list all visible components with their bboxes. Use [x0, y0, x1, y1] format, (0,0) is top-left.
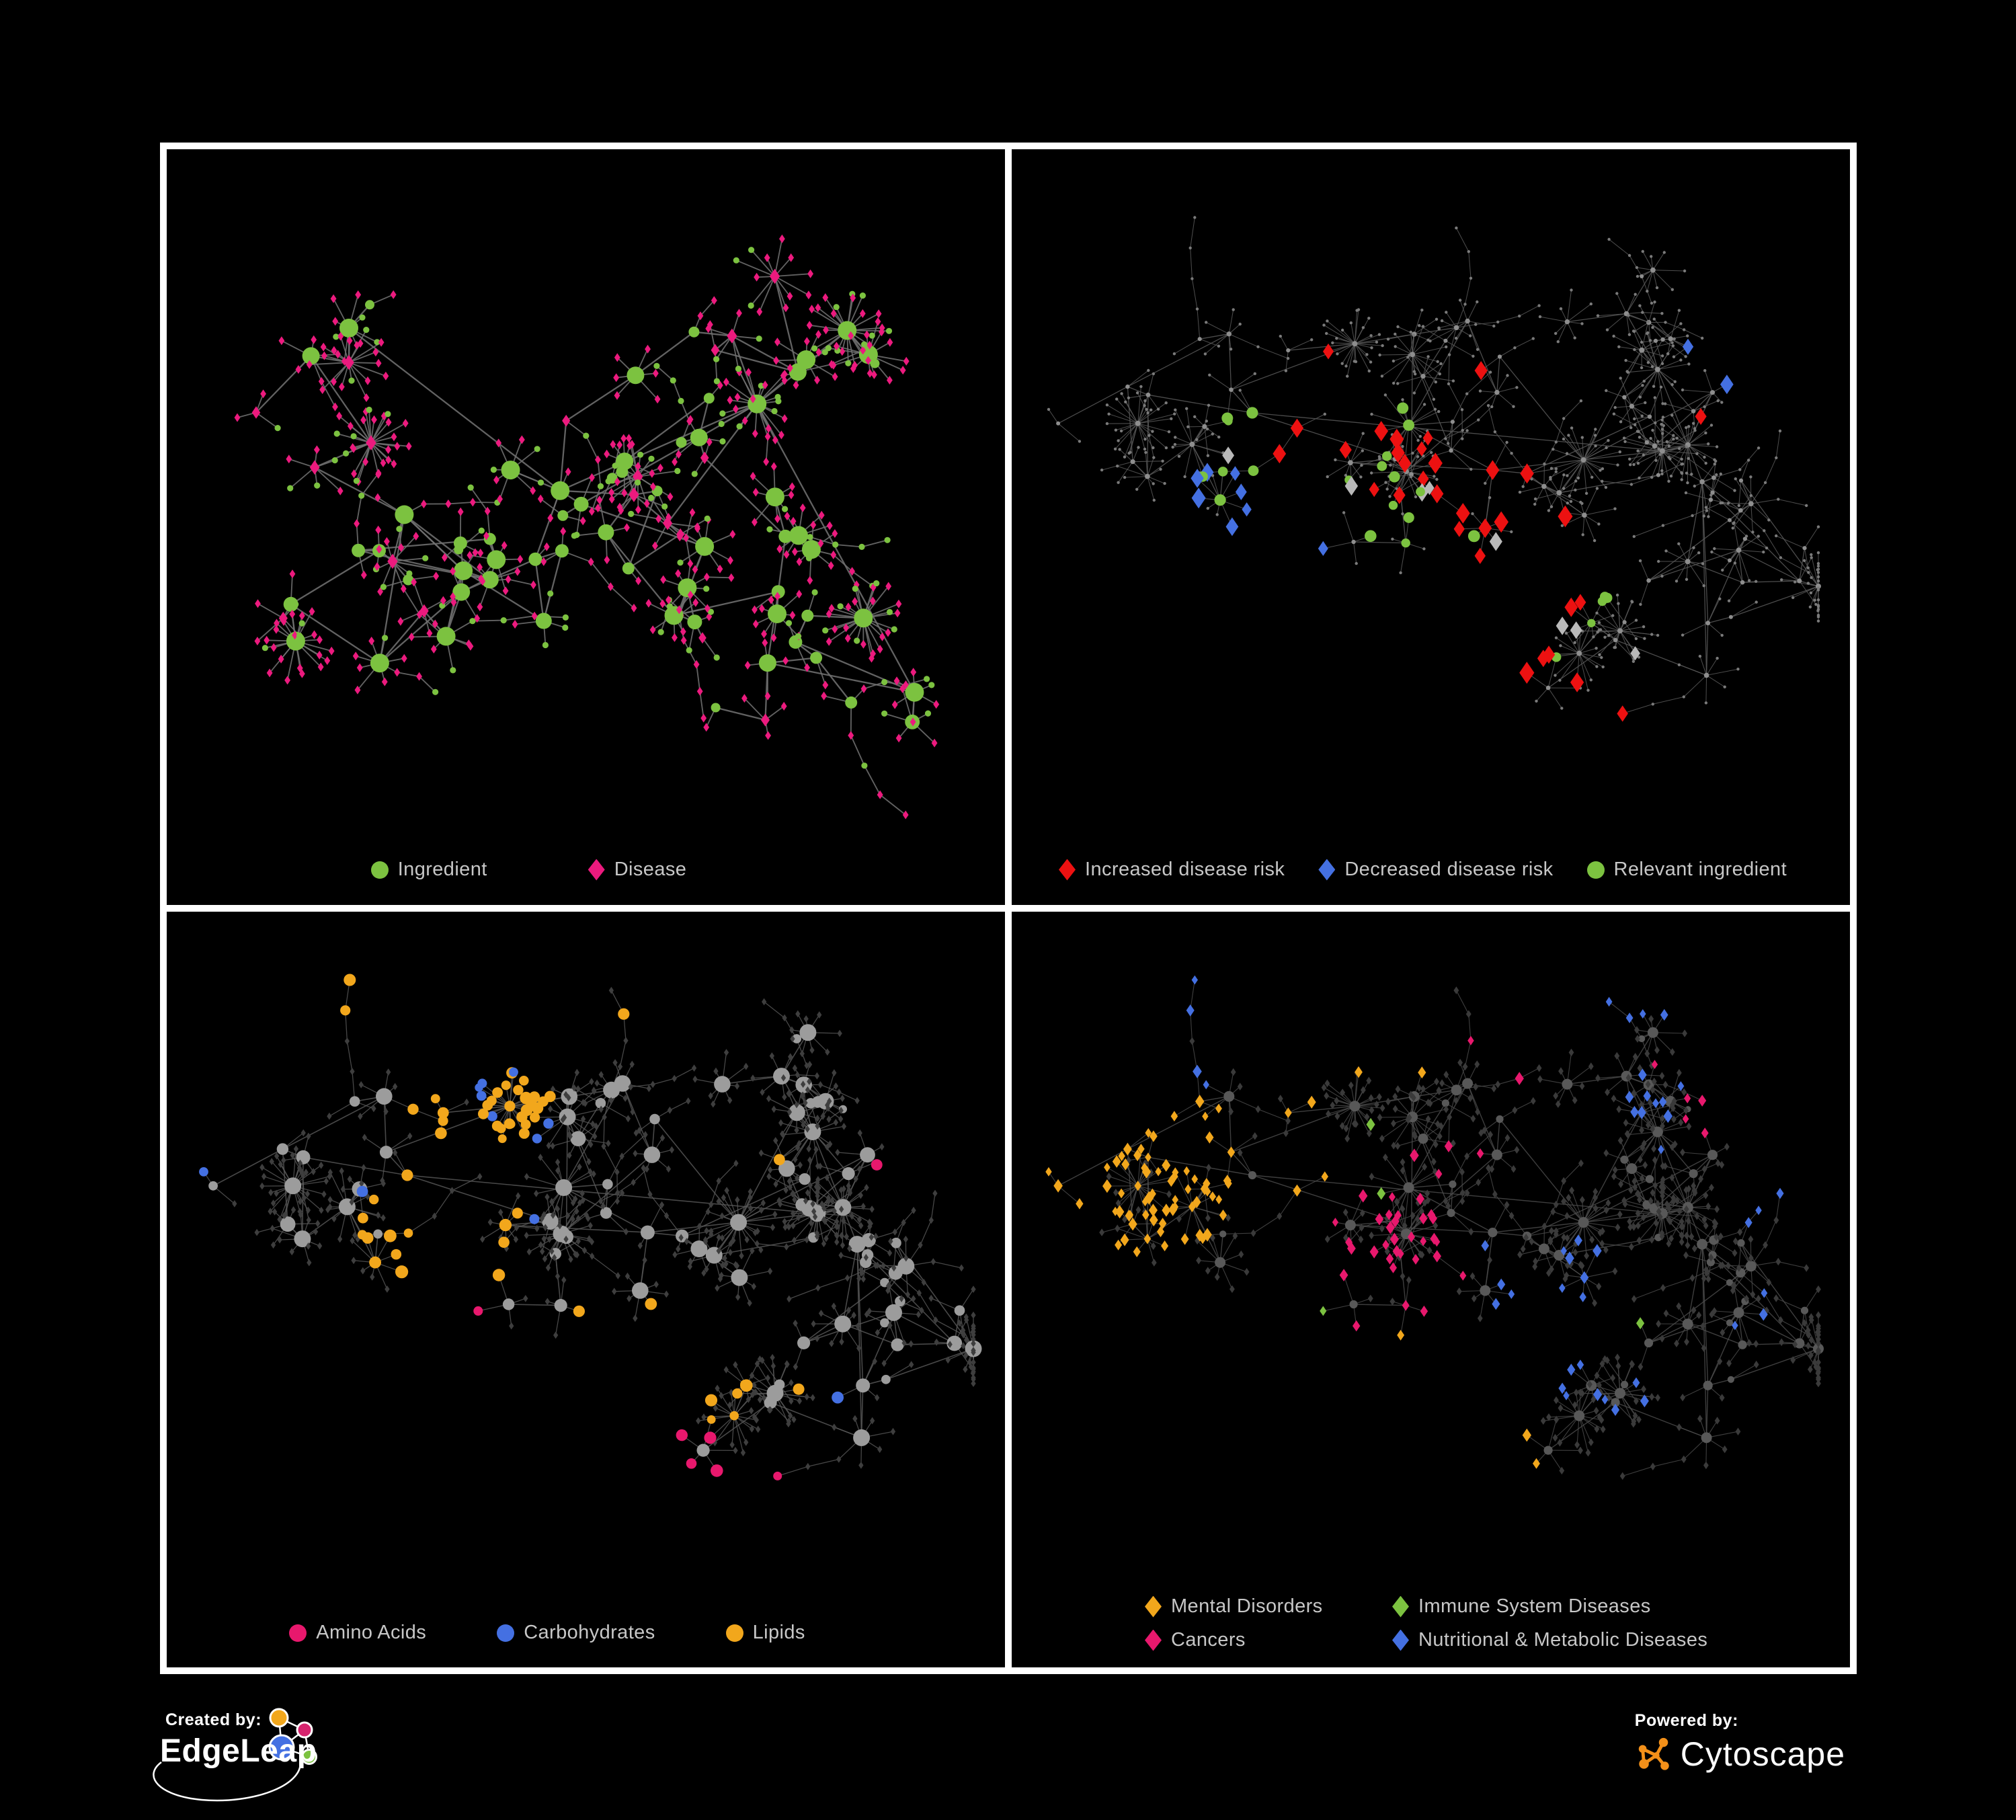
cytoscape-wordmark: Cytoscape [1680, 1735, 1845, 1773]
cytoscape-icon [1638, 1737, 1669, 1770]
legend-item-cancers: Cancers [1145, 1629, 1392, 1651]
legend-symbol-diamond [1145, 1629, 1162, 1651]
legend-item-label: Decreased disease risk [1344, 859, 1554, 880]
legend-symbol-circle [497, 1624, 515, 1642]
legend-item-label: Increased disease risk [1085, 859, 1285, 880]
panel-nutrients: Amino Acids Carbohydrates Lipids [167, 912, 1005, 1667]
legend-symbol-diamond [1145, 1595, 1162, 1618]
legend-item-carbohydrates: Carbohydrates [497, 1622, 655, 1644]
network-disease-risk [1047, 216, 1821, 722]
legend-item-label: Cancers [1171, 1629, 1246, 1651]
legend-item-ingredient: Ingredient [370, 859, 487, 881]
legend-item-label: Immune System Diseases [1418, 1595, 1651, 1617]
legend-item-amino-acids: Amino Acids [289, 1622, 426, 1644]
legend-disease-classes: Mental Disorders Immune System Diseases Ca… [1012, 1595, 1850, 1651]
legend-item-lipids: Lipids [725, 1622, 805, 1644]
legend-item-label: Relevant ingredient [1613, 859, 1787, 880]
legend-symbol-diamond [1059, 859, 1076, 881]
edgeleap-logo: Created by: EdgeLeap [153, 1708, 317, 1802]
edgeleap-glyph [268, 1708, 317, 1765]
edgeleap-swoosh [153, 1758, 302, 1802]
legend-item-mental-disorders: Mental Disorders [1145, 1595, 1392, 1618]
panel-disease-risk: Increased disease risk Decreased disease … [1012, 149, 1850, 905]
network-disease-classes [1045, 975, 1824, 1480]
panel-disease-classes: Mental Disorders Immune System Diseases Ca… [1012, 912, 1850, 1667]
legend-symbol-circle [370, 861, 389, 879]
legend-item-label: Ingredient [397, 859, 487, 880]
cytoscape-brand: Powered by: Cytoscape [1635, 1711, 1845, 1774]
legend-symbol-diamond [1392, 1595, 1409, 1618]
legend-symbol-diamond [1318, 859, 1336, 881]
legend-item-decreased-disease-risk: Decreased disease risk [1318, 859, 1553, 881]
legend-ingredient-disease: Ingredient Disease [167, 859, 1005, 881]
panel-ingredient-disease: Ingredient Disease [167, 149, 1005, 905]
legend-item-label: Carbohydrates [524, 1622, 655, 1643]
legend-nutrients: Amino Acids Carbohydrates Lipids [167, 1622, 1005, 1644]
legend-item-disease: Disease [588, 859, 687, 881]
legend-item-label: Mental Disorders [1171, 1595, 1323, 1617]
legend-item-immune-system-diseases: Immune System Diseases [1392, 1595, 1707, 1618]
panels-grid: Ingredient Disease Increased disease risk… [160, 143, 1857, 1674]
powered-by-label: Powered by: [1634, 1711, 1738, 1730]
edgeleap-wordmark: EdgeLeap [160, 1733, 317, 1769]
legend-item-increased-disease-risk: Increased disease risk [1059, 859, 1285, 881]
network-nutrients [199, 974, 982, 1480]
legend-item-label: Amino Acids [316, 1622, 427, 1643]
legend-symbol-circle [289, 1624, 307, 1642]
legend-item-nutritional-metabolic-diseases: Nutritional & Metabolic Diseases [1392, 1629, 1707, 1651]
legend-item-label: Lipids [752, 1622, 805, 1643]
legend-symbol-circle [1586, 861, 1605, 879]
legend-symbol-diamond [1392, 1629, 1409, 1651]
legend-symbol-circle [725, 1624, 743, 1642]
created-by-label: Created by: [165, 1710, 261, 1729]
legend-item-relevant-ingredient: Relevant ingredient [1586, 859, 1787, 881]
legend-disease-risk: Increased disease risk Decreased disease … [1012, 859, 1850, 881]
legend-symbol-diamond [588, 859, 605, 881]
network-ingredient-disease [234, 234, 940, 820]
legend-item-label: Nutritional & Metabolic Diseases [1418, 1629, 1708, 1651]
legend-item-label: Disease [614, 859, 687, 880]
